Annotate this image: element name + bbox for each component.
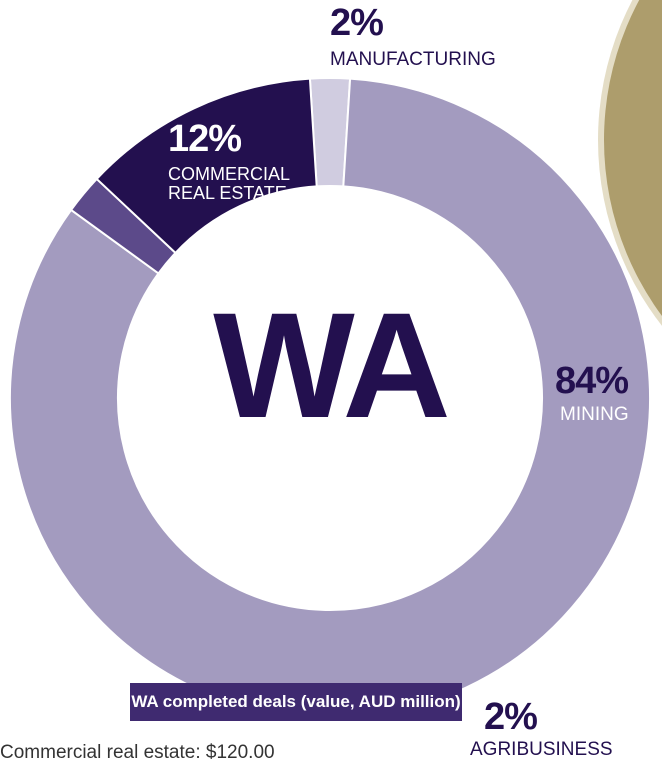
slice-label: MINING — [560, 404, 629, 425]
caption: WA completed deals (value, AUD million) — [130, 683, 462, 721]
slice — [9, 77, 651, 719]
slice-value-label: 84% — [555, 360, 629, 402]
slice-value-label: 12% — [168, 118, 242, 160]
slice-value-label: 2% — [330, 2, 384, 44]
slice-label: AGRIBUSINESS — [470, 739, 613, 760]
decor-circle — [604, 0, 662, 316]
slice-value-label: 2% — [484, 696, 538, 738]
slice-label: MANUFACTURING — [330, 49, 496, 70]
note: Commercial real estate: $120.00 — [0, 742, 275, 763]
slice-label: COMMERCIAL REAL ESTATE — [168, 164, 290, 203]
slice — [95, 77, 318, 255]
center-label: WA — [213, 281, 451, 449]
